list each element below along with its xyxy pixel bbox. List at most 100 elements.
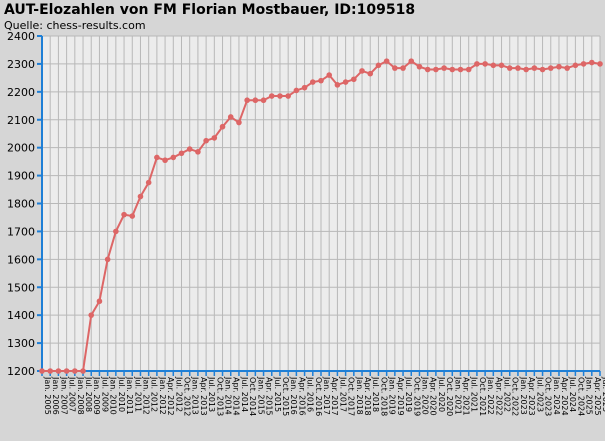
- data-point: [474, 61, 480, 67]
- x-tick-label: Jul. 2025: [601, 376, 605, 412]
- x-tick-label: Jan. 2014: [224, 376, 233, 415]
- x-tick-label: Oct. 2022: [511, 377, 520, 416]
- chart-subtitle: Quelle: chess-results.com: [4, 19, 146, 32]
- x-tick-label: Jan. 2025: [585, 376, 594, 415]
- x-tick-label: Apr. 2017: [330, 377, 339, 416]
- data-point: [129, 213, 136, 219]
- x-tick-label: Jan. 2013: [191, 376, 200, 415]
- data-point: [203, 137, 209, 144]
- y-tick-label: 1200: [7, 365, 35, 378]
- data-point: [572, 62, 579, 69]
- data-point: [309, 79, 316, 85]
- data-point: [547, 65, 554, 71]
- data-point: [236, 119, 242, 126]
- data-point: [285, 93, 291, 99]
- x-tick-label: Jan. 2006: [51, 376, 60, 415]
- data-point: [318, 77, 324, 84]
- x-tick-label: Jan. 2010: [109, 376, 118, 415]
- x-tick-label: Jul. 2016: [306, 376, 315, 412]
- data-point: [227, 114, 234, 120]
- data-point: [121, 211, 127, 218]
- y-tick-label: 1900: [7, 170, 35, 183]
- data-point: [351, 76, 357, 83]
- x-tick-label: Oct. 2017: [347, 377, 356, 416]
- data-point: [170, 154, 177, 161]
- x-tick-label: Oct. 2020: [445, 377, 454, 416]
- x-tick-label: Oct. 2018: [379, 377, 388, 416]
- data-point: [383, 58, 390, 64]
- x-tick-label: Apr. 2025: [593, 377, 602, 416]
- x-tick-label: Jul. 2008: [84, 376, 93, 412]
- data-point: [39, 368, 45, 374]
- x-tick-label: Jan. 2007: [59, 376, 68, 415]
- data-point: [588, 59, 595, 66]
- data-point: [326, 72, 333, 78]
- chart-title: AUT-Elozahlen von FM Florian Mostbauer, …: [4, 2, 416, 18]
- x-tick-label: Apr. 2016: [297, 377, 306, 416]
- data-point: [195, 149, 201, 155]
- data-point: [564, 65, 570, 71]
- x-tick-label: Jan. 2021: [453, 376, 462, 415]
- x-tick-label: Jan. 2018: [355, 376, 364, 415]
- y-tick-label: 1400: [7, 309, 35, 322]
- data-point: [392, 65, 398, 71]
- x-tick-label: Jan. 2023: [519, 376, 528, 415]
- data-point: [219, 123, 226, 130]
- x-tick-label: Oct. 2014: [248, 377, 257, 416]
- data-point: [580, 61, 587, 67]
- x-tick-label: Jul. 2022: [503, 376, 512, 412]
- data-point: [277, 93, 283, 99]
- y-tick-label: 2100: [7, 114, 35, 127]
- data-point: [301, 84, 308, 91]
- x-tick-label: Apr. 2020: [429, 377, 438, 416]
- data-point: [113, 228, 119, 235]
- x-tick-label: Apr. 2018: [363, 377, 372, 416]
- x-tick-label: Jul. 2012: [150, 376, 159, 412]
- y-tick-label: 2000: [7, 142, 35, 155]
- x-tick-label: Jan. 2011: [125, 376, 134, 415]
- x-tick-label: Jan. 2016: [289, 376, 298, 415]
- x-tick-label: Jul. 2021: [470, 376, 479, 412]
- data-point: [441, 65, 447, 71]
- y-tick-label: 1800: [7, 198, 35, 211]
- data-point: [597, 61, 603, 67]
- x-tick-label: Jan. 2009: [92, 376, 101, 415]
- data-point: [334, 82, 341, 88]
- data-point: [293, 87, 300, 94]
- x-tick-label: Jul. 2023: [535, 376, 544, 412]
- y-tick-label: 2300: [7, 58, 35, 71]
- data-point: [515, 65, 521, 71]
- x-tick-label: Jul. 2017: [338, 376, 347, 412]
- data-point: [47, 368, 54, 374]
- x-tick-label: Jan. 2019: [388, 376, 397, 415]
- data-point: [96, 298, 103, 305]
- data-point: [539, 66, 546, 73]
- data-point: [359, 68, 365, 74]
- x-tick-label: Jul. 2010: [117, 376, 126, 412]
- x-tick-label: Jan. 2008: [76, 376, 85, 415]
- data-point: [424, 66, 431, 73]
- data-point: [490, 62, 497, 69]
- data-point: [506, 65, 513, 71]
- data-point: [457, 66, 464, 73]
- x-tick-label: Jul. 2024: [568, 376, 577, 412]
- data-point: [154, 154, 160, 161]
- data-point: [416, 63, 423, 70]
- x-tick-label: Jan. 2020: [420, 376, 429, 415]
- x-tick-label: Oct. 2015: [281, 377, 290, 416]
- data-point: [531, 65, 538, 71]
- x-tick-label: Jan. 2005: [43, 376, 52, 415]
- x-tick-label: Apr. 2015: [265, 377, 274, 416]
- data-point: [104, 256, 111, 263]
- y-tick-label: 1600: [7, 253, 35, 266]
- data-point: [88, 312, 95, 318]
- x-tick-label: Jul. 2012: [174, 376, 183, 412]
- x-tick-label: Apr. 2019: [396, 377, 405, 416]
- data-point: [186, 146, 193, 152]
- data-point: [400, 65, 406, 71]
- y-tick-label: 1500: [7, 281, 35, 294]
- x-tick-label: Jul. 2015: [273, 376, 282, 412]
- x-tick-label: Jan. 2022: [486, 376, 495, 415]
- data-point: [482, 61, 488, 67]
